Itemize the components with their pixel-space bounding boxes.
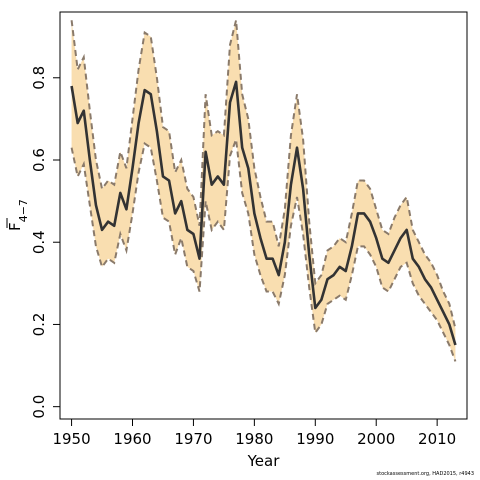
x-axis: 1950 1960 1970 1980 1990 2000 2010 <box>52 419 456 448</box>
y-tick-label-0.6: 0.6 <box>30 148 48 172</box>
x-tick-label-1990: 1990 <box>296 430 334 448</box>
x-tick-label-2010: 2010 <box>418 430 456 448</box>
y-tick-label-0.0: 0.0 <box>30 395 48 419</box>
x-tick-label-1950: 1950 <box>52 430 90 448</box>
y-tick-label-0.8: 0.8 <box>30 66 48 90</box>
plot-frame <box>59 11 468 420</box>
x-tick-label-2000: 2000 <box>357 430 395 448</box>
y-axis-label-main: F <box>6 222 24 231</box>
y-tick-label-0.2: 0.2 <box>30 313 48 337</box>
x-tick-label-1970: 1970 <box>174 430 212 448</box>
y-axis-label-subscript: 4−7 <box>17 199 30 222</box>
x-axis-label: Year <box>247 452 281 470</box>
y-axis: 0.0 0.2 0.4 0.6 0.8 <box>30 66 60 419</box>
y-axis-label: F4−7 <box>6 199 30 231</box>
svg-text:F4−7: F4−7 <box>6 199 30 231</box>
lower-bound-line <box>70 139 457 362</box>
upper-bound-line <box>70 19 457 329</box>
y-tick-label-0.4: 0.4 <box>30 230 48 254</box>
x-tick-label-1980: 1980 <box>235 430 273 448</box>
watermark-text: stockassessment.org, HAD2015, r4943 <box>376 471 475 477</box>
series-lines <box>70 19 457 362</box>
x-tick-label-1960: 1960 <box>113 430 151 448</box>
estimate-line <box>70 80 457 346</box>
